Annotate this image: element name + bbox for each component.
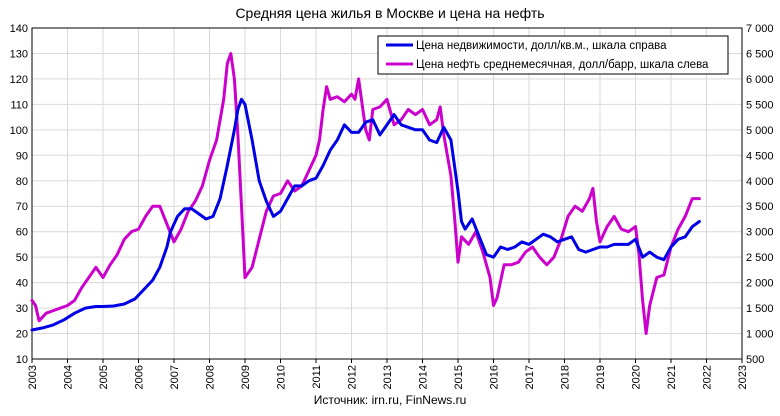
x-tick-label: 2021 (666, 365, 678, 389)
series-line-housing-price (30, 97, 701, 332)
right-tick-label: 2 500 (746, 252, 774, 264)
x-tick-label: 2009 (240, 365, 252, 389)
left-tick-label: 50 (16, 252, 28, 264)
right-tick-label: 7 000 (746, 23, 774, 35)
x-tick-label: 2018 (560, 365, 572, 389)
x-tick-label: 2012 (347, 365, 359, 389)
right-tick-label: 1 000 (746, 329, 774, 341)
left-tick-label: 130 (10, 48, 28, 60)
legend-box (377, 35, 729, 75)
legend: Цена недвижимости, долл/кв.м., шкала спр… (377, 35, 729, 75)
right-tick-label: 2 000 (746, 278, 774, 290)
grid (31, 27, 743, 360)
right-tick-label: 6 000 (746, 74, 774, 86)
right-tick-label: 1 500 (746, 303, 774, 315)
right-tick-label: 4 000 (746, 176, 774, 188)
right-tick-label: 6 500 (746, 48, 774, 60)
left-tick-label: 100 (10, 125, 28, 137)
left-tick-label: 90 (16, 150, 28, 162)
series-line-oil-price (30, 52, 701, 335)
right-tick-label: 5 500 (746, 99, 774, 111)
x-tick-label: 2004 (63, 365, 75, 389)
x-tick-label: 2010 (276, 365, 288, 389)
left-axis: 10 20 30 40 50 60 70 80 90 100 110 120 130 140 (10, 23, 28, 366)
x-tick-label: 2016 (489, 365, 501, 389)
right-tick-label: 5 000 (746, 125, 774, 137)
x-tick-label: 2022 (702, 365, 714, 389)
x-tick-label: 2008 (205, 365, 217, 389)
x-tick-label: 2003 (27, 365, 39, 389)
x-tick-label: 2006 (134, 365, 146, 389)
left-tick-label: 60 (16, 227, 28, 239)
right-tick-label: 500 (746, 354, 764, 366)
x-tick-label: 2014 (418, 365, 430, 389)
x-tick-label: 2011 (311, 365, 323, 389)
x-tick-label: 2017 (524, 365, 536, 389)
right-tick-label: 4 500 (746, 150, 774, 162)
left-tick-label: 20 (16, 329, 28, 341)
left-tick-label: 10 (16, 354, 28, 366)
legend-label-housing: Цена недвижимости, долл/кв.м., шкала спр… (416, 40, 667, 52)
x-axis: 2003 2004 2005 2006 2007 2008 2009 2010 2011 2012… (27, 359, 749, 389)
x-tick-label: 2020 (631, 365, 643, 389)
x-tick-label: 2015 (453, 365, 465, 389)
x-tick-label: 2019 (595, 365, 607, 389)
x-tick-label: 2005 (98, 365, 110, 389)
chart-title: Средняя цена жилья в Москве и цена на не… (235, 5, 544, 21)
left-tick-label: 120 (10, 74, 28, 86)
x-tick-label: 2023 (737, 365, 749, 389)
left-tick-label: 30 (16, 303, 28, 315)
right-axis: 500 1 000 1 500 2 000 2 500 3 000 3 500 4 000 4 … (746, 23, 774, 366)
left-tick-label: 80 (16, 176, 28, 188)
legend-label-oil: Цена нефть среднемесячная, долл/барр, шк… (416, 59, 709, 71)
right-tick-label: 3 000 (746, 227, 774, 239)
left-tick-label: 140 (10, 23, 28, 35)
x-tick-label: 2007 (169, 365, 181, 389)
left-tick-label: 110 (10, 99, 28, 111)
series-layer (30, 52, 701, 335)
left-tick-label: 70 (16, 201, 28, 213)
source-note: Источник: irn.ru, FinNews.ru (314, 393, 467, 407)
left-tick-label: 40 (16, 278, 28, 290)
right-tick-label: 3 500 (746, 201, 774, 213)
x-tick-label: 2013 (382, 365, 394, 389)
